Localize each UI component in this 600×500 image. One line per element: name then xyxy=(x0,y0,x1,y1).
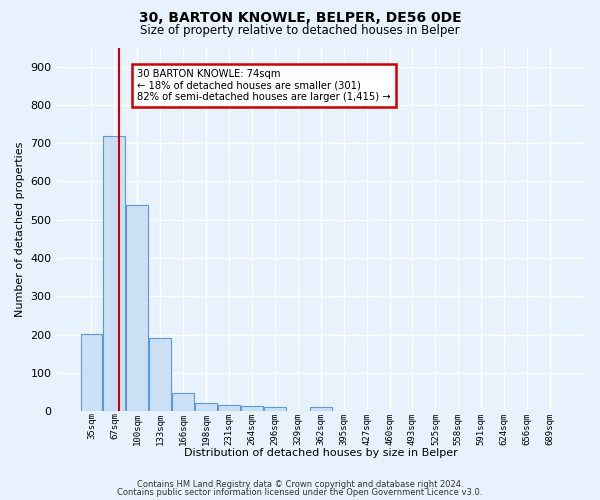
Bar xyxy=(149,338,171,411)
Bar xyxy=(103,136,125,411)
Text: Contains public sector information licensed under the Open Government Licence v3: Contains public sector information licen… xyxy=(118,488,482,497)
Text: 30 BARTON KNOWLE: 74sqm
← 18% of detached houses are smaller (301)
82% of semi-d: 30 BARTON KNOWLE: 74sqm ← 18% of detache… xyxy=(137,68,391,102)
Bar xyxy=(264,408,286,411)
Y-axis label: Number of detached properties: Number of detached properties xyxy=(15,142,25,317)
Bar xyxy=(310,407,332,411)
Text: Contains HM Land Registry data © Crown copyright and database right 2024.: Contains HM Land Registry data © Crown c… xyxy=(137,480,463,489)
Bar xyxy=(218,406,240,411)
Bar xyxy=(241,406,263,411)
Text: Size of property relative to detached houses in Belper: Size of property relative to detached ho… xyxy=(140,24,460,37)
Bar xyxy=(127,205,148,411)
Bar xyxy=(80,334,103,411)
Text: 30, BARTON KNOWLE, BELPER, DE56 0DE: 30, BARTON KNOWLE, BELPER, DE56 0DE xyxy=(139,11,461,25)
X-axis label: Distribution of detached houses by size in Belper: Distribution of detached houses by size … xyxy=(184,448,458,458)
Bar xyxy=(172,392,194,411)
Bar xyxy=(195,402,217,411)
